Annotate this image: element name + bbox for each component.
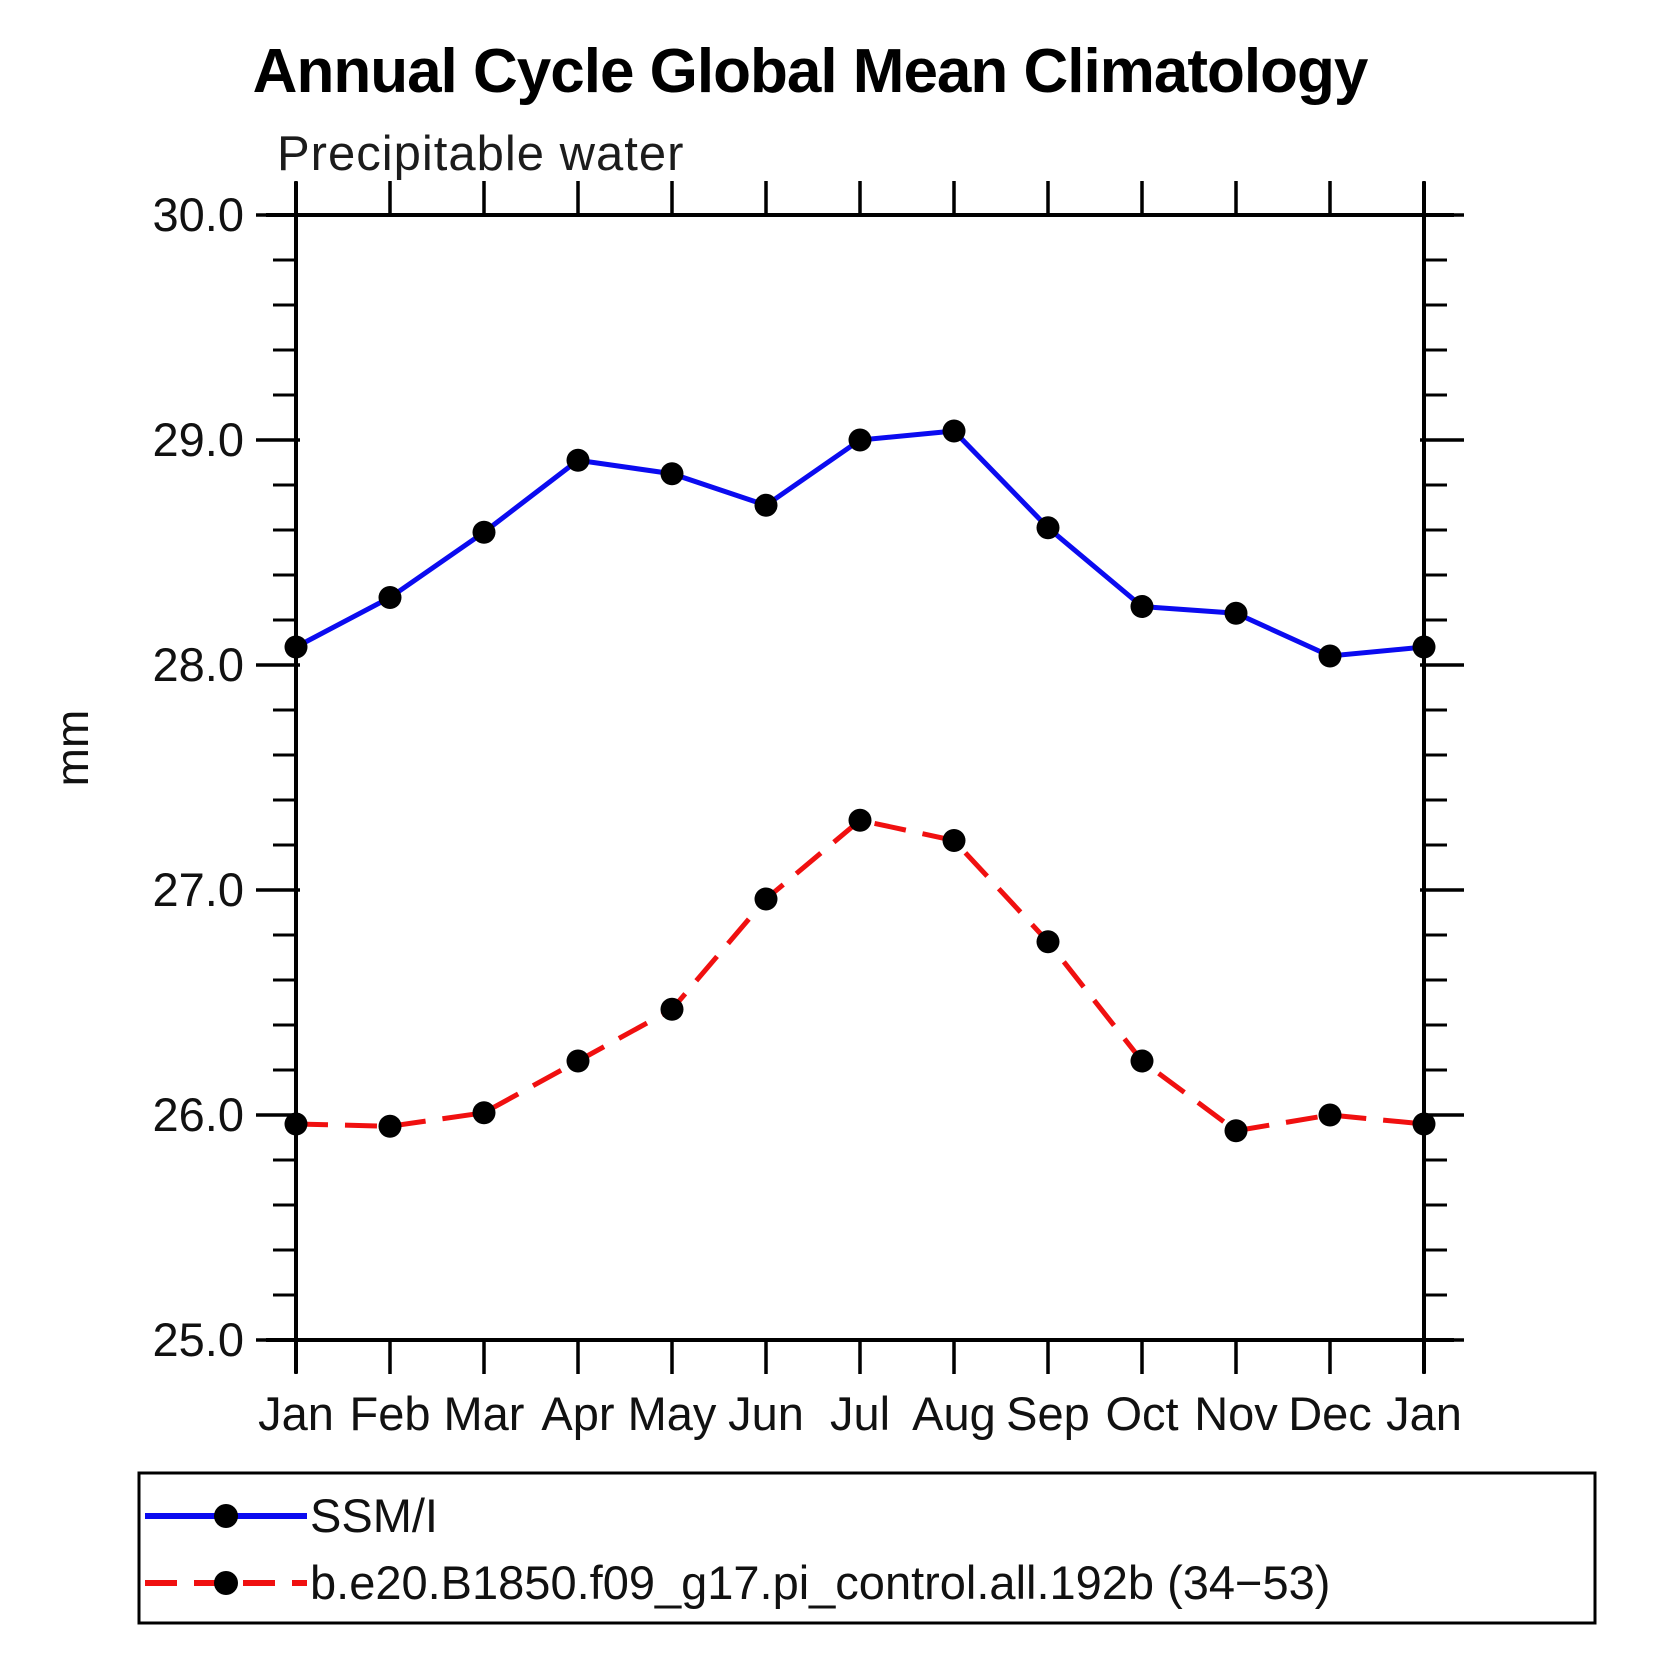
x-tick-label: May (628, 1387, 717, 1440)
x-tick-labels: Jan Feb Mar Apr May Jun Jul Aug Sep Oct Nov Dec Jan (258, 1387, 1462, 1440)
x-tick-label: Jan (1386, 1387, 1462, 1440)
data-point (942, 829, 966, 852)
x-tick-label: Jun (728, 1387, 804, 1440)
data-point (1224, 1119, 1248, 1143)
series-line (294, 428, 1425, 659)
data-point (1130, 1049, 1154, 1073)
axes (256, 181, 1464, 1374)
legend-marker-ssmi (214, 1504, 238, 1528)
y-tick-label: 26.0 (153, 1088, 244, 1141)
y-tick-label: 29.0 (153, 413, 244, 466)
data-point (1412, 635, 1436, 659)
series-model (284, 808, 1436, 1143)
x-tick-label: Apr (541, 1387, 614, 1440)
data-point (472, 1101, 496, 1125)
data-point (942, 419, 966, 443)
x-tick-label: Sep (1006, 1387, 1090, 1440)
data-point (284, 635, 308, 659)
x-tick-label: Dec (1288, 1387, 1372, 1440)
y-tick-labels: 30.0 29.0 28.0 27.0 26.0 25.0 (153, 188, 244, 1366)
data-point (1036, 516, 1060, 540)
data-point (660, 997, 684, 1021)
x-tick-label: Mar (444, 1387, 525, 1440)
data-point (472, 520, 496, 544)
data-point (1036, 930, 1060, 954)
data-point (1224, 601, 1248, 625)
y-tick-label: 25.0 (153, 1313, 244, 1366)
x-tick-label: Oct (1105, 1387, 1178, 1440)
data-point (848, 428, 872, 452)
data-point (378, 586, 402, 609)
data-point (566, 1049, 590, 1073)
y-tick-label: 30.0 (153, 188, 244, 241)
legend: SSM/I b.e20.B1850.f09_g17.pi_control.all… (137, 1471, 1597, 1625)
data-point (754, 887, 778, 911)
data-point (1130, 595, 1154, 618)
data-point (378, 1114, 402, 1138)
y-axis-unit-label: mm (46, 710, 98, 787)
y-tick-label: 27.0 (153, 863, 244, 916)
data-point (1318, 644, 1342, 668)
legend-box (137, 1471, 1597, 1625)
y-tick-label: 28.0 (153, 638, 244, 691)
legend-marker-model (214, 1571, 238, 1595)
legend-samples (145, 1504, 307, 1595)
data-point (660, 462, 684, 486)
data-point (754, 493, 778, 517)
legend-label-model: b.e20.B1850.f09_g17.pi_control.all.192b … (310, 1556, 1330, 1609)
x-tick-label: Jul (830, 1387, 890, 1440)
data-point (566, 448, 590, 472)
x-tick-label: Jan (258, 1387, 334, 1440)
series-line (295, 817, 1425, 1134)
x-tick-label: Aug (912, 1387, 996, 1440)
chart-subtitle: Precipitable water (277, 127, 684, 181)
data-point (1412, 1112, 1436, 1136)
data-point (1318, 1103, 1342, 1127)
chart-title: Annual Cycle Global Mean Climatology (253, 37, 1369, 106)
x-tick-label: Nov (1194, 1387, 1278, 1440)
legend-label-ssmi: SSM/I (310, 1489, 438, 1542)
data-point (848, 808, 872, 832)
x-tick-label: Feb (350, 1387, 431, 1440)
data-series (284, 419, 1436, 1143)
series-ssmi (284, 419, 1436, 668)
data-point (284, 1112, 308, 1136)
